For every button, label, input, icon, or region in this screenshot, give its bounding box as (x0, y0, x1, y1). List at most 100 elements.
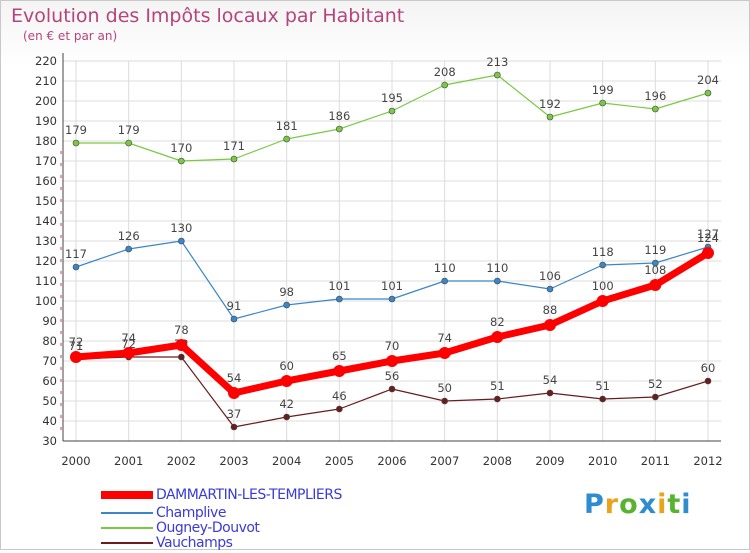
x-tick-label: 2000 (61, 454, 90, 468)
data-point (125, 139, 132, 147)
y-tick-label: 220 (35, 54, 57, 68)
legend-label: Champlive (156, 505, 226, 521)
data-point (494, 277, 501, 285)
y-tick-label: 140 (35, 214, 57, 228)
x-tick-label: 2007 (430, 454, 459, 468)
logo-letter: i (657, 489, 668, 520)
x-tick-label: 2001 (114, 454, 143, 468)
data-point (230, 423, 238, 431)
x-tick-label: 2002 (167, 454, 196, 468)
y-tick-label: 170 (35, 154, 57, 168)
data-label: 126 (118, 229, 140, 243)
y-tick-label: 100 (35, 294, 57, 308)
data-point (544, 319, 556, 331)
y-tick-label: 110 (35, 274, 57, 288)
data-label: 199 (592, 83, 614, 97)
logo-letter: r (604, 489, 620, 520)
data-label: 127 (697, 227, 719, 241)
data-label: 195 (381, 91, 403, 105)
data-label: 71 (69, 339, 84, 353)
x-tick-label: 2010 (588, 454, 617, 468)
data-point (652, 259, 659, 267)
x-tick-label: 2011 (641, 454, 670, 468)
chart-title: Evolution des Impôts locaux par Habitant (11, 5, 405, 27)
data-point (599, 99, 606, 107)
data-point (280, 375, 293, 387)
data-point (441, 397, 448, 405)
data-point (441, 277, 448, 285)
legend-label: Vauchamps (156, 535, 233, 551)
data-point (283, 413, 290, 421)
logo-letter: o (619, 489, 639, 520)
y-tick-label: 120 (35, 254, 57, 268)
data-label: 88 (543, 303, 558, 317)
data-label: 98 (279, 285, 294, 299)
data-point (386, 355, 398, 367)
data-point (491, 331, 504, 343)
data-point (649, 279, 662, 291)
legend-label: Ougney-Douvot (156, 520, 260, 536)
data-point (652, 393, 659, 401)
data-label: 124 (697, 231, 719, 245)
data-point (178, 353, 185, 361)
data-point (652, 105, 659, 113)
data-label: 110 (486, 261, 508, 275)
data-point (72, 139, 80, 147)
data-point (178, 237, 185, 245)
legend-swatch (101, 512, 153, 514)
data-label: 46 (332, 389, 347, 403)
data-label: 60 (279, 359, 294, 373)
chart-subtitle: (en € et par an) (23, 29, 118, 43)
data-label: 130 (170, 221, 192, 235)
data-point (122, 347, 135, 359)
data-point (388, 295, 396, 303)
data-label: 101 (381, 279, 403, 293)
legend-swatch (101, 527, 153, 529)
data-point (438, 347, 451, 359)
data-point (599, 395, 606, 403)
data-point (230, 155, 238, 163)
data-point (230, 315, 238, 323)
data-label: 170 (170, 141, 192, 155)
x-tick-label: 2008 (483, 454, 512, 468)
data-label: 42 (279, 397, 294, 411)
data-label: 208 (434, 65, 456, 79)
y-tick-label: 60 (42, 374, 57, 388)
x-tick-label: 2004 (272, 454, 301, 468)
data-label: 186 (328, 109, 350, 123)
proxiti-logo: Proxiti (584, 489, 692, 520)
data-point (546, 113, 554, 121)
data-label: 119 (644, 243, 666, 257)
data-label: 74 (437, 331, 452, 345)
data-point (441, 81, 448, 89)
data-point (494, 71, 501, 79)
data-label: 70 (385, 339, 400, 353)
data-label: 72 (69, 335, 84, 349)
data-label: 213 (486, 55, 508, 69)
data-label: 54 (543, 373, 558, 387)
y-tick-label: 160 (35, 174, 57, 188)
data-point (388, 385, 396, 393)
data-label: 74 (121, 331, 136, 345)
logo-letter: P (584, 489, 605, 520)
data-label: 91 (227, 299, 242, 313)
data-label: 51 (595, 379, 610, 393)
data-label: 106 (539, 269, 561, 283)
data-point (546, 285, 554, 293)
x-tick-label: 2012 (693, 454, 722, 468)
legend-swatch (101, 542, 153, 544)
data-point (333, 365, 346, 377)
data-point (596, 295, 609, 307)
data-point (283, 135, 290, 143)
data-point (388, 107, 396, 115)
x-tick-label: 2005 (325, 454, 354, 468)
y-tick-label: 180 (35, 134, 57, 148)
y-tick-label: 90 (42, 314, 57, 328)
data-label: 56 (385, 369, 400, 383)
y-tick-label: 80 (42, 334, 57, 348)
data-label: 51 (490, 379, 505, 393)
data-label: 181 (276, 119, 298, 133)
data-label: 101 (328, 279, 350, 293)
